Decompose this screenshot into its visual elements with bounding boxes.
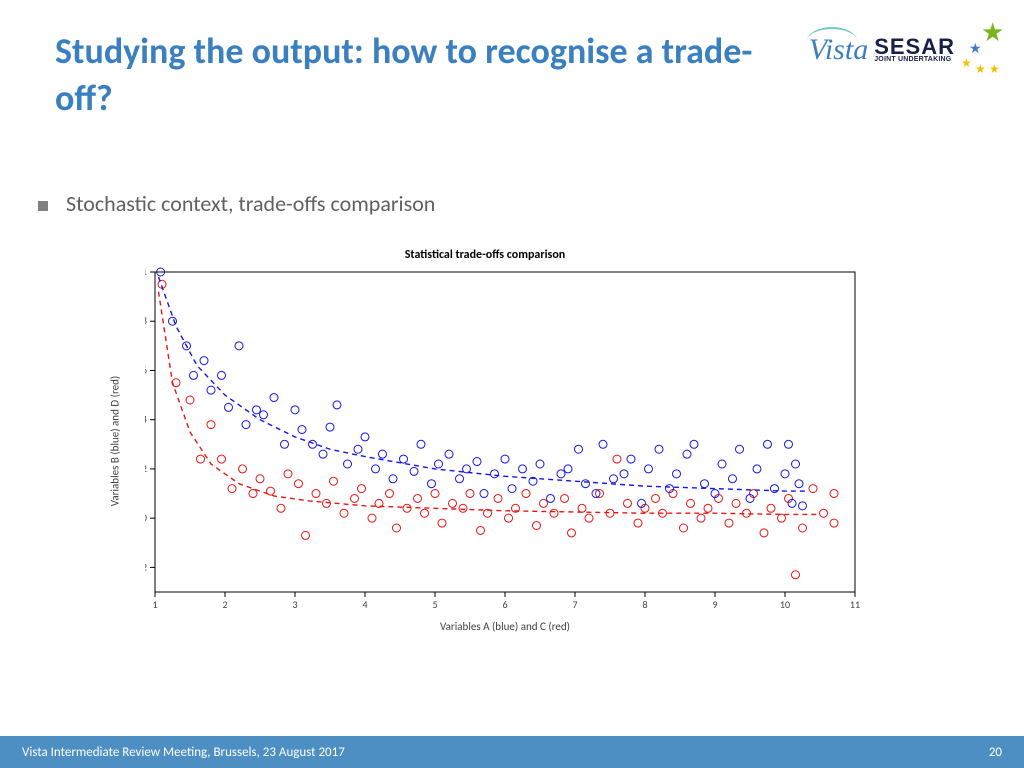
svg-text:5: 5 bbox=[432, 598, 437, 611]
page-number: 20 bbox=[989, 745, 1002, 760]
plot-area: Variables B (blue) and D (red) 123456789… bbox=[145, 266, 865, 616]
svg-text:0.8: 0.8 bbox=[145, 314, 147, 327]
sesar-subtitle: JOINT UNDERTAKING bbox=[874, 57, 955, 63]
svg-text:11: 11 bbox=[850, 598, 860, 611]
swoosh-icon bbox=[807, 27, 857, 41]
svg-text:10: 10 bbox=[780, 598, 790, 611]
vista-logo: Vista bbox=[809, 33, 868, 67]
svg-text:1: 1 bbox=[152, 598, 157, 611]
slide-title: Studying the output: how to recognise a … bbox=[55, 28, 775, 122]
chart-title: Statistical trade-offs comparison bbox=[105, 248, 865, 262]
svg-text:-0.2: -0.2 bbox=[145, 560, 147, 573]
svg-text:9: 9 bbox=[712, 598, 717, 611]
slide-footer: Vista Intermediate Review Meeting, Bruss… bbox=[0, 736, 1024, 768]
svg-text:1: 1 bbox=[145, 266, 147, 278]
svg-text:3: 3 bbox=[292, 598, 297, 611]
svg-text:0.6: 0.6 bbox=[145, 363, 147, 376]
svg-text:6: 6 bbox=[502, 598, 507, 611]
x-axis-label: Variables A (blue) and C (red) bbox=[145, 620, 865, 633]
svg-text:2: 2 bbox=[222, 598, 227, 611]
stars-icon: ★ ★ ★ ★ ★ bbox=[961, 20, 1006, 80]
bullet-icon bbox=[38, 201, 48, 211]
bullet-text: Stochastic context, trade-offs compariso… bbox=[66, 190, 435, 217]
y-axis-label: Variables B (blue) and D (red) bbox=[109, 376, 122, 506]
svg-text:0.2: 0.2 bbox=[145, 462, 147, 475]
chart-container: Statistical trade-offs comparison Variab… bbox=[105, 248, 865, 668]
logo-group: Vista SESAR JOINT UNDERTAKING ★ ★ ★ ★ ★ bbox=[809, 20, 1006, 80]
scatter-plot: 1 2 3 4 5 6 7 8 9 10 11 -0.2 0 0.2 0.4 0.6 0.8 1 bbox=[145, 266, 865, 616]
slide: { "title": "Studying the output: how to … bbox=[0, 0, 1024, 768]
footer-text: Vista Intermediate Review Meeting, Bruss… bbox=[22, 745, 345, 760]
svg-text:4: 4 bbox=[362, 598, 367, 611]
bullet-item: Stochastic context, trade-offs compariso… bbox=[38, 190, 435, 217]
svg-text:0: 0 bbox=[145, 511, 147, 524]
svg-text:0.4: 0.4 bbox=[145, 413, 147, 426]
svg-text:7: 7 bbox=[572, 598, 577, 611]
sesar-logo: SESAR JOINT UNDERTAKING bbox=[874, 37, 955, 63]
svg-text:8: 8 bbox=[642, 598, 647, 611]
